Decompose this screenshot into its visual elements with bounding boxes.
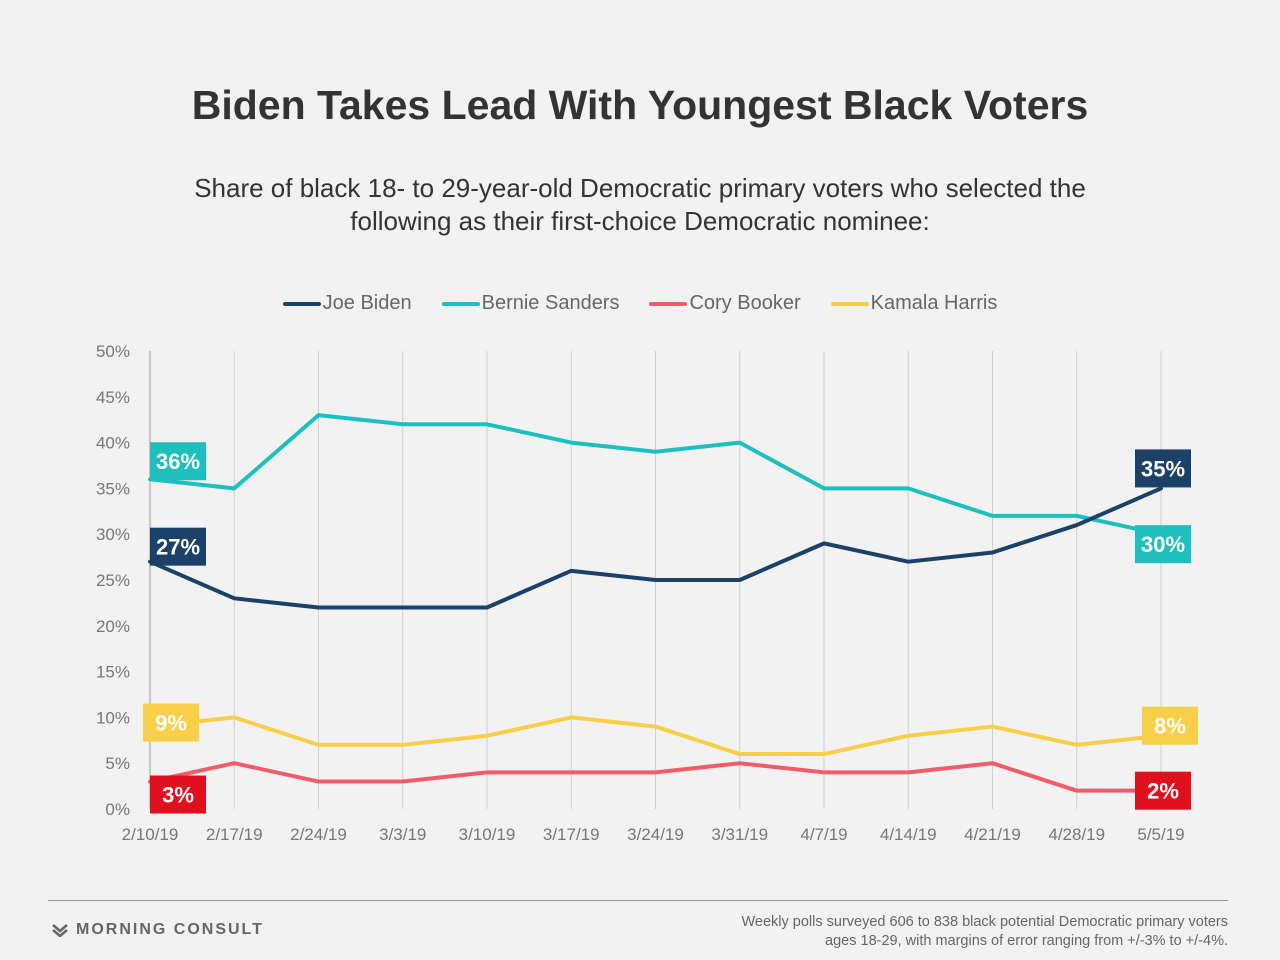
series-line-bernie-sanders [148,413,1163,537]
legend-item-bernie-sanders: Bernie Sanders [441,292,620,315]
x-tick-label: 3/17/19 [543,825,600,844]
data-label-end-box [1135,771,1191,810]
data-label-start: 27% [156,535,200,560]
data-label-start: 9% [155,711,187,736]
chart-subtitle: Share of black 18- to 29-year-old Democr… [194,173,1086,236]
data-label-end: 8% [1154,714,1186,739]
x-tick-label: 3/31/19 [711,825,768,844]
legend-item-kamala-harris: Kamala Harris [830,292,998,315]
legend-label: Bernie Sanders [481,292,620,314]
data-label-end: 35% [1141,456,1185,481]
data-label-end: 30% [1141,532,1185,557]
legend-swatch [282,301,321,306]
data-label-start: 36% [156,449,200,474]
legend-item-joe-biden: Joe Biden [282,292,412,315]
y-tick-label: 5% [105,754,130,773]
morning-consult-logo-icon [52,924,68,937]
brand-logo: MORNING CONSULT [52,921,264,939]
x-tick-label: 5/5/19 [1137,825,1184,844]
data-label-start-box [150,527,206,566]
legend-item-cory-booker: Cory Booker [649,292,801,315]
y-tick-label: 40% [96,434,130,453]
data-label-start-box [150,442,206,481]
footer-divider [48,900,1228,901]
x-tick-label: 3/24/19 [627,825,684,844]
x-tick-label: 2/10/19 [122,825,179,844]
legend-swatch [830,301,869,306]
x-tick-label: 2/17/19 [206,825,263,844]
y-tick-label: 50% [96,342,130,361]
data-label-end-box [1135,525,1191,564]
series-line-joe-biden [148,486,1163,610]
x-tick-label: 3/10/19 [459,825,516,844]
legend-label: Joe Biden [322,292,412,314]
series-line-kamala-harris [148,715,1163,757]
y-tick-label: 0% [105,800,130,819]
y-tick-label: 35% [96,479,130,498]
series-line-cory-booker [148,761,1163,793]
source-note: Weekly polls surveyed 606 to 838 black p… [741,914,1228,949]
x-tick-label: 4/28/19 [1048,825,1105,844]
data-label-end-box [1142,706,1198,745]
y-tick-label: 25% [96,571,130,590]
y-tick-label: 20% [96,617,130,636]
x-tick-label: 4/14/19 [880,825,937,844]
legend-swatch [649,301,688,306]
y-tick-label: 10% [96,708,130,727]
data-label-start-box [143,703,199,742]
chart-legend: Joe Biden Bernie Sanders Cory Booker Kam… [0,292,1280,315]
x-tick-label: 4/21/19 [964,825,1021,844]
data-label-end: 2% [1147,779,1179,804]
x-tick-label: 3/3/19 [379,825,426,844]
y-tick-label: 30% [96,525,130,544]
x-tick-label: 4/7/19 [800,825,847,844]
chart-title: Biden Takes Lead With Youngest Black Vot… [191,82,1089,128]
data-label-end-box [1135,449,1191,488]
legend-label: Kamala Harris [870,292,998,314]
legend-label: Cory Booker [689,292,801,314]
y-tick-label: 15% [96,663,130,682]
x-tick-label: 2/24/19 [290,825,347,844]
legend-swatch [441,301,480,306]
data-label-start: 3% [162,783,194,808]
y-tick-label: 45% [96,388,130,407]
data-label-start-box [150,775,206,814]
brand-name: MORNING CONSULT [76,921,264,938]
